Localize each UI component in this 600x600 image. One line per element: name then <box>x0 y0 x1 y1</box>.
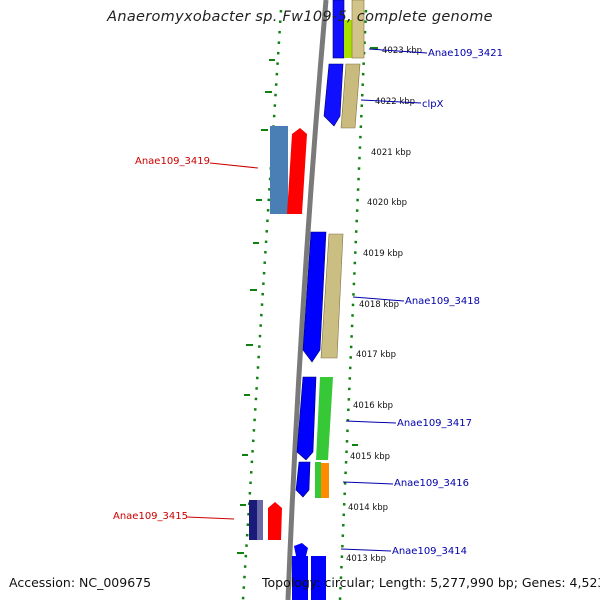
gene-features <box>249 0 365 600</box>
gene-anae3416 <box>295 461 311 498</box>
gene-anae3415 <box>268 502 282 540</box>
gene-cds-rna <box>351 0 365 59</box>
gene-anae3419-a <box>270 126 288 214</box>
gene-anae3417-rna <box>316 377 333 460</box>
label-leaders <box>186 48 428 552</box>
gene-label-anae109-3416[interactable]: Anae109_3416 <box>394 478 469 489</box>
genome-backbone <box>285 0 329 600</box>
gene-anae3418-rna <box>320 233 344 359</box>
tick-label: 4015 kbp <box>350 452 390 462</box>
tick-label: 4013 kbp <box>346 554 386 564</box>
gene-clpx-rna <box>340 63 361 129</box>
gene-anae3414-a <box>294 543 308 556</box>
gene-anae3415-a <box>249 500 263 540</box>
map-title: Anaeromyxobacter sp. Fw109-5, complete g… <box>107 9 493 25</box>
gene-anae3417 <box>296 376 317 461</box>
gene-label-anae109-3419[interactable]: Anae109_3419 <box>135 156 210 167</box>
tick-label: 4014 kbp <box>348 503 388 513</box>
topology-info: Topology: circular; Length: 5,277,990 bp… <box>262 575 600 590</box>
tick-label: 4017 kbp <box>356 350 396 360</box>
accession-info: Accession: NC_009675 <box>9 575 152 590</box>
gene-anae3416-a <box>315 462 321 498</box>
gene-anae3414-b <box>311 556 326 600</box>
tick-label: 4021 kbp <box>371 148 411 158</box>
gene-labels: Anae109_3421 clpX Anae109_3419 Anae109_3… <box>113 48 503 557</box>
gene-label-anae109-3415[interactable]: Anae109_3415 <box>113 511 188 522</box>
gc-content-track-outer <box>338 9 368 600</box>
gene-anae3419 <box>287 128 307 214</box>
gene-label-anae109-3421[interactable]: Anae109_3421 <box>428 48 503 59</box>
tick-label: 4019 kbp <box>363 249 403 259</box>
tick-label: 4018 kbp <box>359 300 399 310</box>
gc-skew-track-inner <box>237 9 378 600</box>
gene-label-anae109-3418[interactable]: Anae109_3418 <box>405 296 480 307</box>
gene-clpx <box>323 63 344 127</box>
tick-label: 4020 kbp <box>367 198 407 208</box>
gene-cds <box>344 20 352 58</box>
gene-anae3414 <box>292 556 308 600</box>
gene-anae3416-b <box>321 463 329 498</box>
gene-anae3418 <box>302 231 327 363</box>
tick-label: 4016 kbp <box>353 401 393 411</box>
gene-label-anae109-3417[interactable]: Anae109_3417 <box>397 418 472 429</box>
gene-label-clpx[interactable]: clpX <box>422 99 444 110</box>
gene-label-anae109-3414[interactable]: Anae109_3414 <box>392 546 467 557</box>
